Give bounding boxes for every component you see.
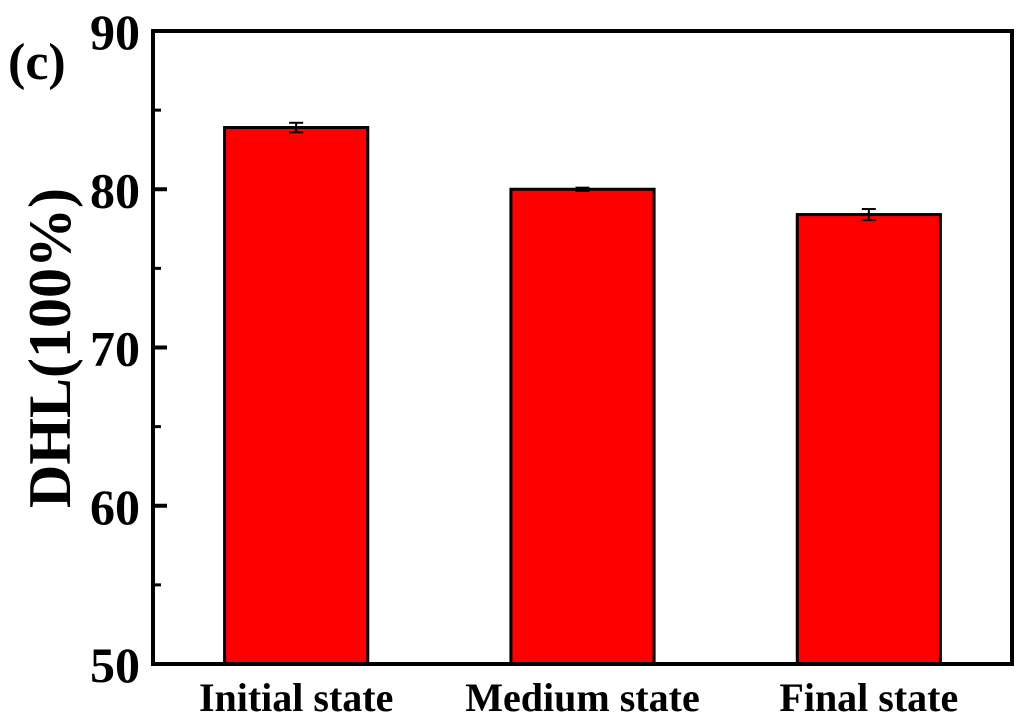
bar-3 — [795, 213, 942, 666]
error-bar-3 — [861, 208, 876, 222]
x-tick-label-1: Initial state — [199, 675, 393, 720]
bar-1 — [223, 126, 370, 666]
x-tick-labels: Initial state Medium state Final state — [199, 675, 958, 720]
y-tick-label-90: 90 — [90, 4, 140, 60]
y-axis-label: DHL(100%) — [17, 188, 83, 508]
y-tick-label-80: 80 — [90, 162, 140, 218]
y-tick-label-50: 50 — [90, 637, 140, 693]
y-ticks-layer — [153, 29, 167, 666]
x-tick-label-2: Medium state — [465, 675, 699, 720]
x-tick-label-3: Final state — [779, 675, 958, 720]
bar-2 — [509, 187, 656, 666]
panel-label: (c) — [8, 34, 66, 91]
error-bar-2 — [575, 186, 590, 192]
y-tick-label-70: 70 — [90, 321, 140, 377]
y-tick-labels: 50 60 70 80 90 — [90, 4, 140, 693]
error-bar-1 — [289, 121, 304, 134]
error-bars-layer — [289, 121, 876, 222]
y-tick-label-60: 60 — [90, 479, 140, 535]
bars-layer — [223, 126, 942, 666]
